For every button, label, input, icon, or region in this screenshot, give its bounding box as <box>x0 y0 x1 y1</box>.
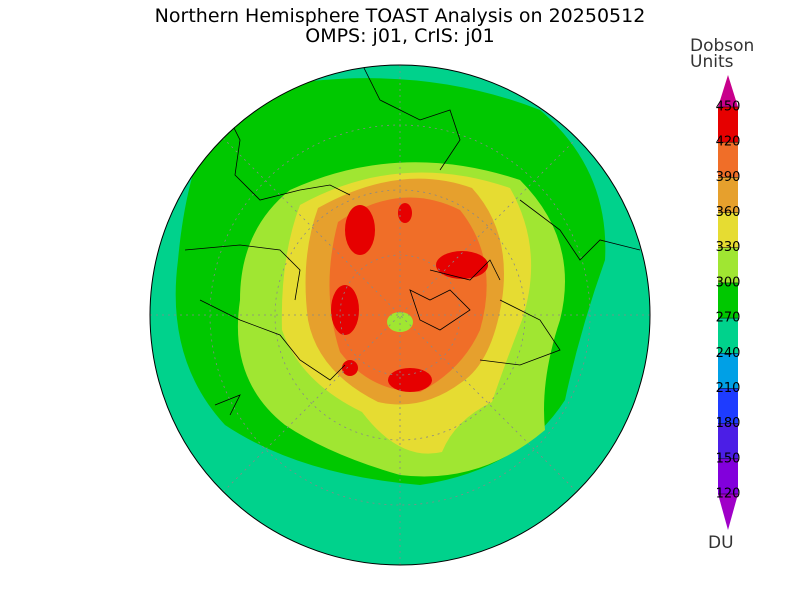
colorbar-band <box>718 212 738 248</box>
ozone-band <box>398 203 412 223</box>
ozone-band <box>345 205 375 255</box>
colorbar: Dobson Units DU 120 150 180 210 240 270 300 330… <box>690 36 754 553</box>
colorbar-band <box>718 458 738 494</box>
colorbar-low <box>718 494 738 530</box>
latitude-line <box>274 189 526 441</box>
colorbar-band <box>718 388 738 424</box>
coastline <box>184 65 641 416</box>
ozone-field <box>150 65 650 565</box>
map-border <box>149 64 651 566</box>
colorbar-unit: DU <box>708 533 734 553</box>
colorbar-high <box>718 75 738 107</box>
colorbar-band <box>718 423 738 459</box>
polar-map <box>149 64 651 566</box>
colorbar-tick-label: 270 <box>716 311 741 326</box>
ozone-band <box>388 368 432 392</box>
colorbar-band <box>718 353 738 389</box>
ozone-band <box>387 312 413 332</box>
colorbar-band <box>718 142 738 178</box>
colorbar-tick-label: 360 <box>716 205 741 220</box>
colorbar-tick-label: 150 <box>716 451 741 466</box>
colorbar-tick-label: 390 <box>716 170 741 185</box>
subtitle: OMPS: j01, CrIS: j01 <box>305 25 494 47</box>
colorbar-tick-label: 450 <box>716 100 741 115</box>
colorbar-band <box>718 282 738 319</box>
ozone-band <box>436 251 488 279</box>
colorbar-tick-label: 300 <box>716 275 741 290</box>
colorbar-tick-label: 240 <box>716 346 741 361</box>
colorbar-title: Units <box>690 52 734 72</box>
colorbar-band <box>718 107 738 143</box>
colorbar-tick-label: 210 <box>716 381 741 396</box>
ozone-band <box>331 285 359 335</box>
latitude-line <box>339 254 461 376</box>
title: Northern Hemisphere TOAST Analysis on 20… <box>155 5 646 27</box>
colorbar-title: Dobson <box>690 36 754 56</box>
colorbar-band <box>718 177 738 213</box>
colorbar-tick-label: 180 <box>716 416 741 431</box>
colorbar-band <box>718 247 738 283</box>
colorbar-band <box>718 318 738 354</box>
colorbar-tick-label: 330 <box>716 240 741 255</box>
ozone-band <box>342 360 358 376</box>
colorbar-tick-label: 120 <box>716 487 741 502</box>
colorbar-tick-label: 420 <box>716 135 741 150</box>
